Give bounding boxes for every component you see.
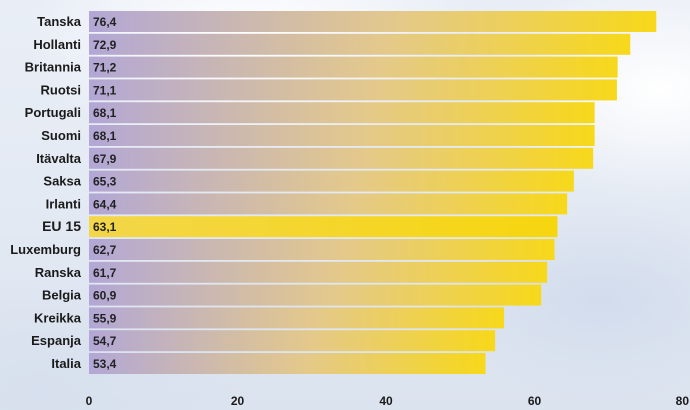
bar-britannia (89, 56, 618, 78)
category-label-belgia: Belgia (42, 288, 82, 303)
bar-irlanti (89, 193, 568, 215)
value-label-kreikka: 55,9 (93, 311, 117, 325)
bar-ruotsi (89, 79, 617, 101)
bars-group (89, 11, 657, 374)
value-label-saksa: 65,3 (93, 175, 117, 189)
value-label-italia: 53,4 (93, 357, 117, 371)
bar-portugali (89, 102, 595, 124)
category-label-ruotsi: Ruotsi (41, 82, 81, 97)
bar-suomi (89, 125, 595, 146)
bar-saksa (89, 170, 574, 192)
category-label-saksa: Saksa (43, 174, 81, 189)
category-label-espanja: Espanja (31, 333, 82, 348)
value-label-irlanti: 64,4 (93, 197, 117, 211)
category-label-hollanti: Hollanti (33, 37, 81, 52)
bar-espanja (89, 330, 496, 352)
value-label-hollanti: 72,9 (93, 38, 117, 52)
category-label-eu-15: EU 15 (42, 218, 81, 234)
value-label-ruotsi: 71,1 (93, 83, 117, 97)
value-label-it-valta: 67,9 (93, 152, 117, 166)
x-tick-label-40: 40 (379, 394, 393, 408)
value-label-portugali: 68,1 (93, 106, 117, 120)
bar-hollanti (89, 33, 631, 55)
bar-it-valta (89, 147, 594, 169)
value-label-eu-15: 63,1 (93, 220, 117, 234)
x-tick-label-80: 80 (676, 394, 690, 408)
category-label-irlanti: Irlanti (46, 196, 81, 211)
value-label-luxemburg: 62,7 (93, 243, 117, 257)
value-label-belgia: 60,9 (93, 289, 117, 303)
bar-eu-15 (89, 216, 558, 238)
category-labels-group: Tanska Hollanti Britannia Ruotsi Portugali Su… (10, 14, 82, 371)
bar-ranska (89, 261, 548, 283)
category-label-britannia: Britannia (25, 60, 82, 75)
x-tick-label-0: 0 (86, 394, 93, 408)
value-label-suomi: 68,1 (93, 129, 117, 143)
value-label-tanska: 76,4 (93, 15, 117, 29)
bar-luxemburg (89, 239, 555, 260)
category-label-it-valta: Itävalta (36, 151, 82, 166)
x-tick-label-60: 60 (528, 394, 542, 408)
value-label-ranska: 61,7 (93, 266, 117, 280)
category-label-suomi: Suomi (41, 128, 81, 143)
category-label-luxemburg: Luxemburg (10, 242, 81, 257)
bar-italia (89, 353, 486, 374)
category-label-kreikka: Kreikka (34, 310, 82, 325)
value-label-espanja: 54,7 (93, 334, 117, 348)
value-labels-group: 76,4 72,9 71,2 71,1 68,1 68,1 67,9 65,3 64,4 63,1… (93, 15, 117, 371)
category-label-ranska: Ranska (35, 265, 82, 280)
x-axis-tick-labels: 0 20 40 60 80 (86, 394, 690, 408)
category-label-italia: Italia (51, 356, 81, 371)
bar-belgia (89, 284, 542, 306)
bar-kreikka (89, 307, 505, 329)
x-tick-label-20: 20 (231, 394, 245, 408)
bar-tanska (89, 11, 657, 32)
value-label-britannia: 71,2 (93, 61, 117, 75)
category-label-portugali: Portugali (25, 105, 81, 120)
category-label-tanska: Tanska (37, 14, 82, 29)
